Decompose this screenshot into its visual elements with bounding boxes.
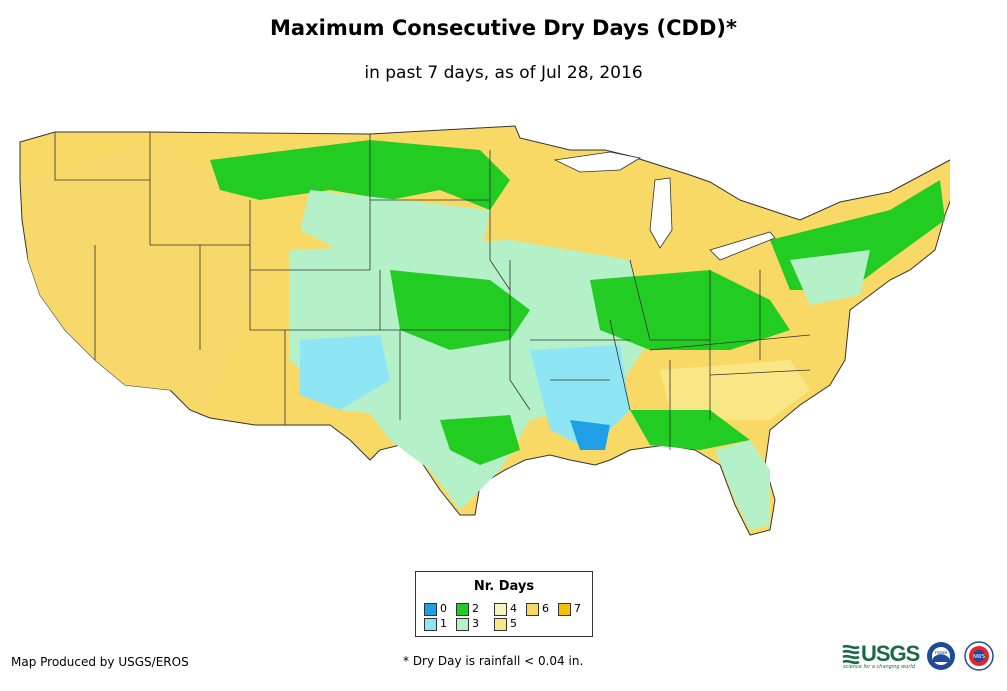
legend-swatch-0 [424,603,437,616]
cdd-map [19,125,950,536]
legend-label-0: 0 [440,602,447,615]
noaa-seal-icon: noaa [927,642,955,670]
nws-seal-icon: NWS [964,641,994,671]
texas-green [440,415,520,465]
west-zone [22,142,260,410]
credit-text: Map Produced by USGS/EROS [11,655,189,669]
legend-swatch-1 [424,618,437,631]
legend-swatch-4 [494,603,507,616]
lake-superior [553,151,642,173]
map-title: Maximum Consecutive Dry Days (CDD)* [270,16,737,40]
legend-title: Nr. Days [473,579,535,594]
usgs-tagline: science for a changing world [843,664,915,670]
gulf-blue [570,420,610,450]
legend-label-6: 6 [542,602,549,615]
legend-label-5: 5 [510,617,517,630]
legend-label-1: 1 [440,617,447,630]
florida-zone [715,440,770,530]
legend-label-4: 4 [510,602,517,615]
lower-miss-blue [530,345,630,450]
southeast-yellow [660,360,810,420]
noaa-seal-text: noaa [935,650,947,656]
southeast-green [630,410,750,450]
legend-label-3: 3 [472,617,479,630]
footnote-text: * Dry Day is rainfall < 0.04 in. [403,654,584,668]
lake-erie [709,231,776,261]
legend-label-7: 7 [574,602,581,615]
northeast-light [790,250,870,305]
usgs-logo-icon [842,644,860,665]
north-plains [210,140,510,210]
ohio-green [590,270,790,350]
usgs-logo-text: USGS [861,641,920,666]
north-plains-light [300,190,490,260]
legend-swatch-3 [456,618,469,631]
legend-label-2: 2 [472,602,479,615]
legend-swatch-7 [558,603,571,616]
map-subtitle: in past 7 days, as of Jul 28, 2016 [364,63,643,83]
legend-swatch-2 [456,603,469,616]
nws-seal-text: NWS [973,654,985,660]
legend-swatch-5 [494,618,507,631]
sw-blue [300,335,390,410]
state-boundaries [54,132,811,450]
lake-michigan [649,177,673,249]
legend-box: Nr. Days 0 2 4 6 7 1 3 5 [415,571,593,637]
legend-swatch-6 [526,603,539,616]
